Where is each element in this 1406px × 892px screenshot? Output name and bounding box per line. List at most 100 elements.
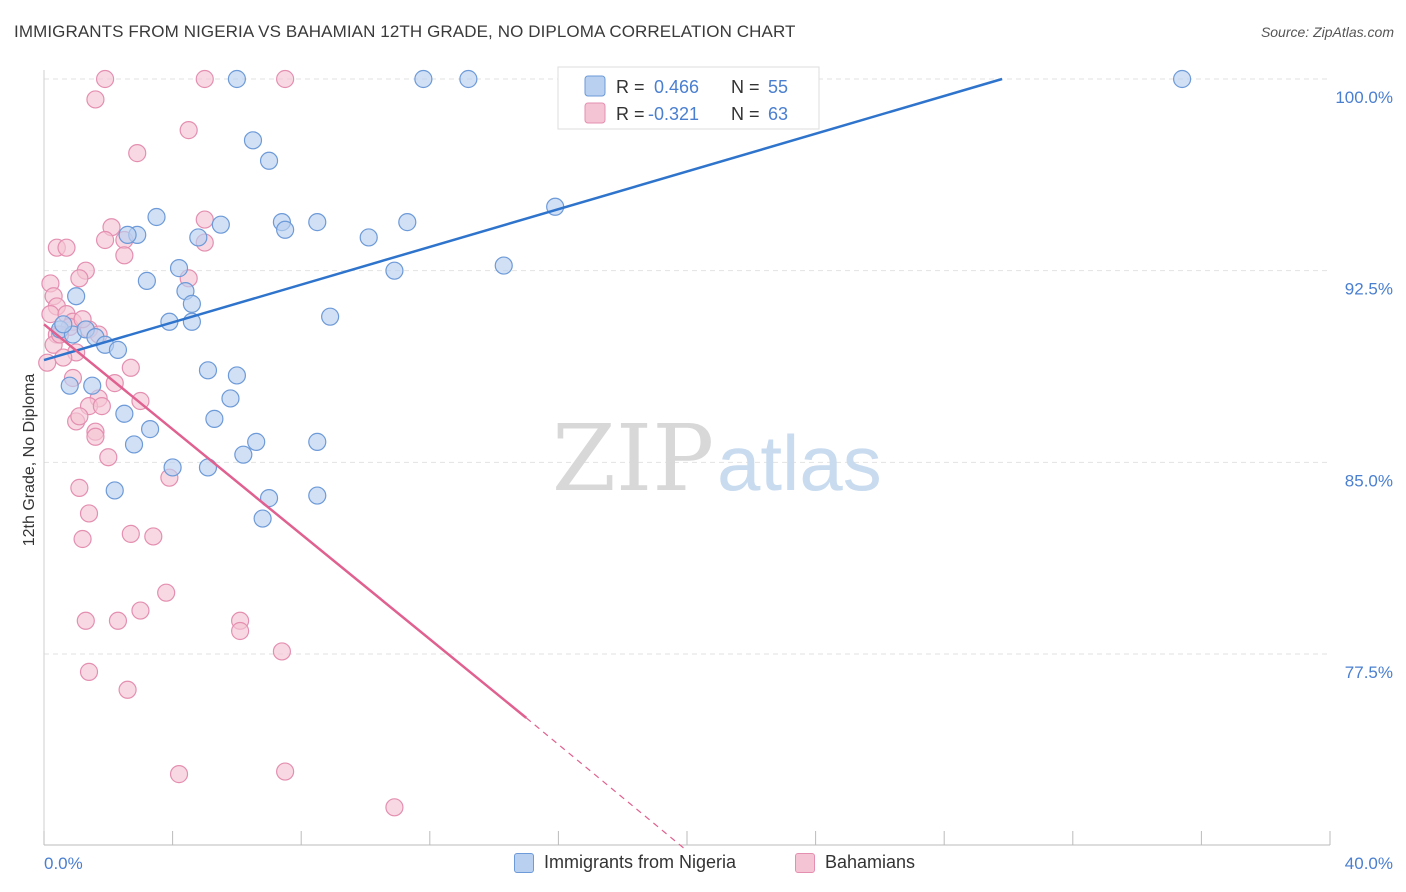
legend-n-label-2: N = (731, 104, 760, 124)
nigeria-trend-line (43, 77, 1003, 362)
bahamians-point-57 (169, 765, 189, 784)
bahamians-point-46 (144, 527, 163, 546)
bahamians-point-30 (121, 358, 140, 377)
bahamians-point-59 (385, 798, 404, 817)
legend-top: R = 0.466 N = 55 R = -0.321 N = 63 (557, 66, 820, 130)
bahamians-point-0 (95, 69, 115, 89)
legend-swatch-nigeria (514, 852, 534, 873)
nigeria-point-21 (137, 271, 156, 290)
nigeria-point-5 (243, 131, 263, 150)
nigeria-point-14 (118, 225, 137, 244)
y-tick-label-3: 77.5% (1345, 663, 1393, 682)
nigeria-point-41 (205, 409, 224, 428)
nigeria-point-36 (227, 366, 246, 385)
nigeria-point-38 (83, 376, 102, 395)
nigeria-point-12 (276, 220, 295, 239)
nigeria-point-33 (108, 340, 128, 359)
legend-r-value-2: -0.321 (648, 104, 699, 124)
watermark: ZIP atlas (552, 405, 882, 512)
legend-label-nigeria: Immigrants from Nigeria (544, 852, 737, 872)
x-axis (43, 831, 1331, 846)
nigeria-point-0 (227, 69, 246, 89)
nigeria-point-27 (321, 307, 340, 326)
bahamians-point-58 (276, 762, 295, 781)
bahamians-point-13 (115, 246, 134, 265)
bahamians-point-16 (70, 269, 89, 288)
legend-label-bahamians: Bahamians (825, 852, 916, 872)
legend-r-value-1: 0.466 (654, 77, 699, 97)
nigeria-point-40 (115, 404, 134, 423)
bahamians-point-3 (86, 90, 105, 109)
nigeria-point-42 (140, 420, 160, 439)
x-tick-label-0: 0.0% (44, 854, 83, 873)
nigeria-point-52 (253, 509, 272, 528)
nigeria-point-16 (189, 228, 208, 247)
bahamians-point-1 (195, 69, 214, 89)
bahamians-point-47 (73, 529, 92, 549)
nigeria-point-15 (359, 228, 378, 247)
nigeria-point-37 (60, 376, 79, 395)
legend-swatch-bahamians (795, 852, 815, 873)
bahamians-point-50 (76, 611, 95, 630)
bahamians-point-36 (92, 397, 111, 416)
legend-r-label-2: R = (616, 104, 645, 124)
y-tick-labels: 100.0% 92.5% 85.0% 77.5% (1335, 88, 1393, 682)
bahamians-trend-extension (525, 717, 688, 852)
bahamians-point-38 (70, 407, 89, 426)
legend-swatch-nigeria (584, 75, 606, 97)
bahamians-point-41 (99, 448, 118, 467)
nigeria-point-47 (163, 458, 182, 477)
bahamians-point-54 (272, 642, 292, 661)
bahamians-points (38, 69, 404, 817)
watermark-zip: ZIP (552, 405, 714, 512)
legend-swatch-bahamians (584, 102, 606, 124)
nigeria-point-34 (54, 315, 73, 334)
bahamians-point-2 (276, 69, 295, 89)
nigeria-point-49 (105, 481, 124, 500)
nigeria-point-6 (259, 151, 279, 170)
legend-n-label-1: N = (731, 77, 760, 97)
y-tick-label-2: 85.0% (1345, 471, 1393, 490)
watermark-atlas: atlas (717, 419, 882, 507)
bahamians-point-5 (128, 144, 147, 163)
x-tick-labels: 0.0% 40.0% (44, 854, 1393, 873)
nigeria-point-43 (124, 435, 144, 454)
nigeria-point-35 (198, 361, 218, 380)
bahamians-point-6 (195, 210, 214, 229)
bahamians-point-51 (108, 611, 128, 630)
bahamians-point-40 (86, 427, 105, 446)
bahamians-point-48 (157, 583, 176, 602)
nigeria-point-45 (308, 432, 327, 451)
bahamians-point-43 (70, 478, 89, 497)
bahamians-trend-line (43, 323, 528, 719)
nigeria-point-39 (221, 389, 240, 408)
nigeria-point-1 (414, 69, 433, 89)
nigeria-point-20 (169, 259, 189, 278)
legend-bottom: Immigrants from Nigeria Bahamians (0, 852, 1406, 878)
nigeria-point-8 (308, 213, 327, 232)
bahamians-point-49 (131, 601, 150, 620)
nigeria-points (50, 69, 1192, 528)
nigeria-point-4 (1173, 69, 1192, 89)
nigeria-point-44 (247, 432, 266, 451)
nigeria-point-7 (147, 207, 166, 227)
bahamians-point-8 (95, 230, 115, 250)
nigeria-point-19 (385, 261, 404, 280)
y-axis-title: 12th Grade, No Diploma (21, 374, 38, 547)
nigeria-point-18 (494, 256, 513, 275)
legend-r-label-1: R = (616, 77, 645, 97)
nigeria-point-46 (234, 445, 253, 464)
y-tick-label-1: 92.5% (1345, 280, 1393, 299)
trend-lines (43, 77, 1003, 852)
nigeria-point-23 (67, 287, 86, 306)
source-credit: Source: ZipAtlas.com (1260, 24, 1394, 40)
legend-n-value-2: 63 (768, 104, 788, 124)
nigeria-point-9 (398, 213, 417, 232)
legend-item-bahamians[interactable]: Bahamians (795, 852, 915, 873)
nigeria-point-51 (308, 486, 327, 505)
nigeria-point-2 (459, 69, 478, 89)
legend-item-nigeria[interactable]: Immigrants from Nigeria (514, 852, 736, 873)
bahamians-point-45 (121, 524, 140, 543)
nigeria-point-24 (182, 294, 201, 313)
